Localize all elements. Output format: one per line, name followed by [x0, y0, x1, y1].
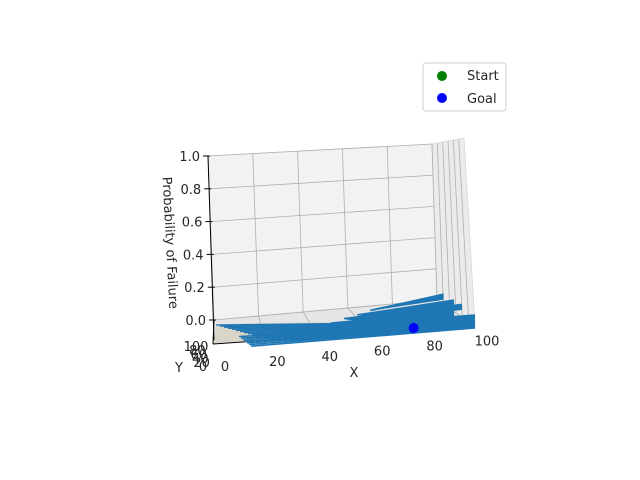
- goal-marker: [408, 323, 419, 334]
- y-tick-label: 20: [193, 356, 210, 371]
- y-axis-line: [212, 319, 215, 345]
- z-grid-line: [211, 237, 436, 255]
- y-tick-label: 60: [191, 348, 208, 363]
- y-grid-line: [447, 140, 457, 314]
- z-grid-line: [207, 143, 433, 157]
- x-tick-label: 100: [475, 335, 500, 350]
- z-tick-marks: [203, 155, 216, 321]
- legend-goal-marker: [437, 93, 447, 103]
- x-tick-label: 80: [426, 340, 443, 355]
- z-axis-label: Probability of Failure: [159, 176, 181, 309]
- back-pane: [207, 143, 438, 321]
- x-grid-line: [297, 151, 304, 313]
- z-grid-line: [209, 174, 434, 190]
- x-tick-label: 60: [374, 345, 391, 360]
- x-grid-line: [252, 153, 259, 317]
- x-tick-label: 20: [269, 355, 286, 370]
- y-tick-label: 0: [199, 360, 207, 375]
- legend-goal-label: Goal: [467, 92, 497, 107]
- surface-line: [267, 325, 473, 340]
- y-grid-line: [458, 138, 470, 322]
- z-axis-line: [207, 155, 215, 341]
- surface-ridge: [370, 293, 444, 312]
- failure-surface: [214, 293, 476, 347]
- z-tick-labels: 0.0 0.2 0.4 0.6 0.8 1.0: [179, 150, 206, 329]
- surface-line: [251, 327, 476, 347]
- z-tick-label: 0.2: [184, 281, 205, 296]
- y-tick-label: 40: [192, 352, 209, 367]
- y-grid-line: [436, 142, 444, 305]
- z-tick-label: 0.0: [185, 314, 206, 329]
- y-tick-label: 80: [189, 344, 206, 359]
- surface-line: [334, 312, 455, 326]
- z-tick-label: 0.4: [183, 248, 204, 263]
- x-grid-line: [431, 143, 438, 301]
- x-tick-labels: 0 20 40 60 80 100: [221, 335, 500, 376]
- surface-line: [369, 304, 455, 316]
- z-grid-line: [210, 206, 435, 222]
- legend-start-marker: [437, 71, 447, 81]
- y-axis-label: Y: [174, 361, 183, 376]
- x-tick-label: 40: [322, 350, 339, 365]
- surface-ridge: [356, 299, 455, 316]
- z-tick-label: 0.8: [181, 183, 202, 198]
- y-tick-label: 100: [184, 340, 209, 355]
- x-grid-line: [342, 148, 349, 309]
- z-tick-label: 0.6: [182, 216, 203, 231]
- z-tick-label: 1.0: [179, 150, 200, 165]
- x-axis-label: X: [350, 366, 359, 381]
- surface-line: [355, 308, 462, 322]
- y-grid-line: [452, 139, 463, 318]
- surface-line: [249, 326, 476, 346]
- legend: Start Goal: [422, 62, 507, 112]
- x-tick-label: 0: [221, 360, 229, 375]
- x-grid-line: [386, 146, 393, 305]
- surface-line: [382, 298, 444, 309]
- y-grid-line: [442, 141, 451, 309]
- surface-line: [332, 311, 455, 325]
- legend-start-label: Start: [467, 69, 499, 84]
- z-grid-line: [212, 268, 437, 288]
